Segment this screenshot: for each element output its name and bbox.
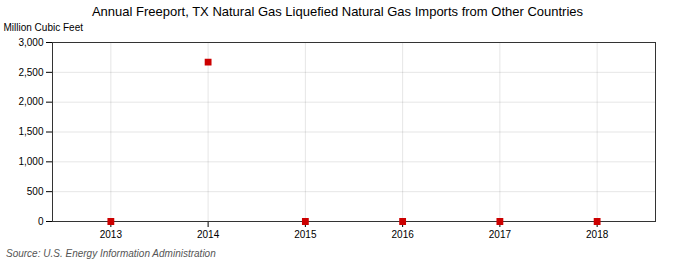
svg-text:1,000: 1,000 (18, 156, 43, 167)
svg-text:2016: 2016 (392, 229, 415, 240)
svg-text:2013: 2013 (100, 229, 123, 240)
svg-text:Million Cubic Feet: Million Cubic Feet (4, 22, 84, 33)
svg-text:2,500: 2,500 (18, 67, 43, 78)
svg-text:0: 0 (38, 216, 44, 227)
svg-text:2014: 2014 (197, 229, 220, 240)
svg-text:2015: 2015 (294, 229, 317, 240)
svg-text:1,500: 1,500 (18, 126, 43, 137)
svg-text:3,000: 3,000 (18, 37, 43, 48)
html-text:Annual Freeport, TX Natural Ga: Annual Freeport, TX Natural Gas Liquefie… (92, 4, 583, 19)
svg-text:500: 500 (27, 186, 44, 197)
svg-text:2,000: 2,000 (18, 96, 43, 107)
html-text:Source: U.S. Energy Informatio: Source: U.S. Energy Information Administ… (6, 248, 216, 259)
svg-text:2018: 2018 (586, 229, 609, 240)
svg-text:2017: 2017 (489, 229, 512, 240)
